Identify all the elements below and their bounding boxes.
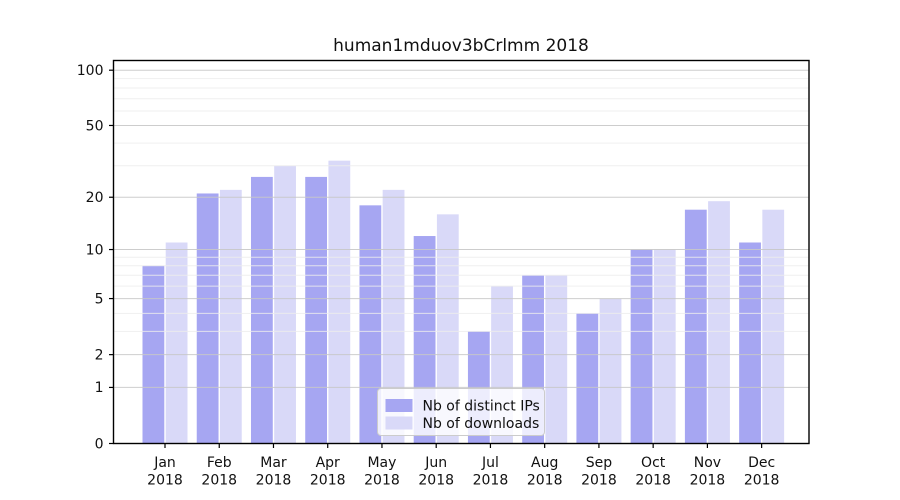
bar-distinct-ips-apr — [305, 176, 328, 444]
y-tick-label-1: 1 — [95, 380, 104, 396]
bar-downloads-aug — [545, 275, 568, 444]
y-tick-label-0: 0 — [95, 436, 104, 452]
bar-downloads-jan — [165, 242, 188, 444]
x-tick-label-jun: Jun — [424, 455, 447, 471]
bar-downloads-oct — [653, 249, 676, 444]
x-tick-label-apr: Apr — [316, 455, 340, 471]
bar-downloads-dec — [762, 209, 785, 444]
bar-downloads-apr — [328, 160, 351, 444]
chart-title: human1mduov3bCrlmm 2018 — [333, 36, 589, 56]
legend-swatch-distinct-ips — [385, 399, 413, 412]
bar-distinct-ips-dec — [739, 242, 761, 444]
tick-labels-layer: 1005020105210Jan2018Feb2018Mar2018Apr201… — [77, 63, 780, 489]
x-tick-sublabel-dec: 2018 — [744, 473, 780, 489]
y-tick-label-10: 10 — [86, 242, 104, 258]
x-tick-sublabel-aug: 2018 — [527, 473, 563, 489]
bar-distinct-ips-oct — [630, 249, 653, 444]
x-tick-sublabel-jan: 2018 — [147, 473, 183, 489]
bar-downloads-nov — [708, 201, 730, 444]
x-tick-sublabel-may: 2018 — [364, 473, 400, 489]
legend-box — [377, 388, 545, 436]
x-tick-sublabel-nov: 2018 — [690, 473, 726, 489]
x-tick-label-jan: Jan — [153, 455, 176, 471]
bar-distinct-ips-sep — [576, 313, 599, 444]
x-tick-sublabel-sep: 2018 — [581, 473, 617, 489]
y-tick-label-50: 50 — [86, 118, 104, 134]
bar-downloads-may — [382, 189, 405, 444]
x-tick-sublabel-mar: 2018 — [256, 473, 292, 489]
x-tick-label-aug: Aug — [531, 455, 558, 471]
y-tick-label-20: 20 — [86, 190, 104, 206]
legend: Nb of distinct IPs Nb of downloads — [377, 388, 545, 436]
axes-layer — [109, 59, 810, 448]
x-tick-sublabel-jul: 2018 — [473, 473, 509, 489]
plot-frame — [112, 59, 810, 445]
legend-label-distinct-ips: Nb of distinct IPs — [423, 399, 540, 415]
x-tick-sublabel-oct: 2018 — [635, 473, 671, 489]
y-tick-label-2: 2 — [95, 347, 104, 363]
y-tick-label-5: 5 — [95, 291, 104, 307]
bar-downloads-jun — [436, 214, 459, 444]
bar-downloads-sep — [599, 298, 622, 444]
x-tick-label-mar: Mar — [260, 455, 287, 471]
legend-swatch-downloads — [385, 416, 413, 430]
x-tick-sublabel-feb: 2018 — [201, 473, 237, 489]
x-tick-label-nov: Nov — [694, 455, 721, 471]
y-tick-label-100: 100 — [77, 63, 104, 79]
x-tick-label-jul: Jul — [481, 455, 499, 471]
bar-distinct-ips-feb — [196, 193, 219, 444]
bar-downloads-mar — [274, 165, 296, 444]
bar-distinct-ips-may — [359, 205, 382, 444]
x-tick-sublabel-jun: 2018 — [418, 473, 454, 489]
bar-distinct-ips-nov — [684, 209, 707, 444]
x-tick-label-feb: Feb — [207, 455, 232, 471]
x-tick-label-oct: Oct — [641, 455, 666, 471]
x-tick-label-may: May — [367, 455, 396, 471]
grid-layer — [114, 69, 809, 388]
x-tick-sublabel-apr: 2018 — [310, 473, 346, 489]
x-tick-label-sep: Sep — [586, 455, 613, 471]
bar-downloads-feb — [219, 189, 242, 444]
bar-distinct-ips-mar — [250, 176, 273, 444]
legend-label-downloads: Nb of downloads — [423, 416, 540, 432]
x-tick-label-dec: Dec — [748, 455, 775, 471]
